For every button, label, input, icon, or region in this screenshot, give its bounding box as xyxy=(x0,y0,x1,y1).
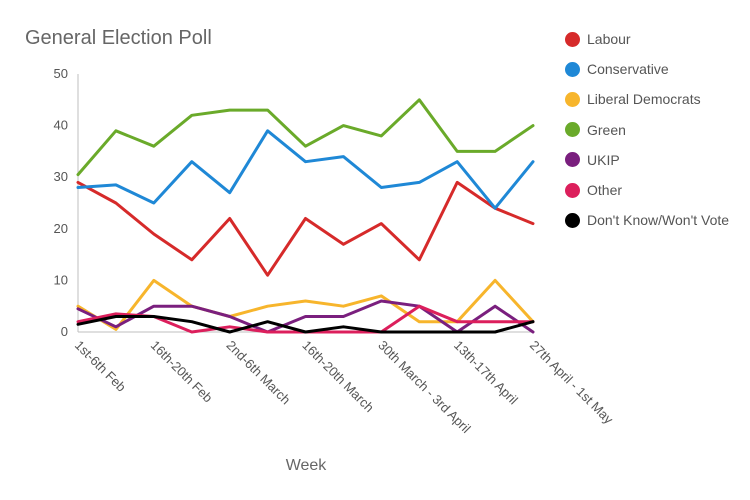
legend-swatch xyxy=(565,182,580,198)
legend-item-green[interactable]: Green xyxy=(565,115,729,145)
y-tick-label: 20 xyxy=(54,221,68,236)
legend-swatch xyxy=(565,91,580,107)
legend-swatch xyxy=(565,61,580,77)
x-tick-label: 13th-17th April xyxy=(451,338,521,408)
x-tick-label: 27th April - 1st May xyxy=(527,338,617,428)
legend-swatch xyxy=(565,122,580,138)
legend-item-liberal-democrats[interactable]: Liberal Democrats xyxy=(565,84,729,114)
legend-label: Don't Know/Won't Vote xyxy=(587,212,730,229)
legend-label: Conservative xyxy=(587,61,669,78)
legend-label: Labour xyxy=(587,31,631,48)
legend-item-don-t-know-won-t-vote[interactable]: Don't Know/Won't Vote xyxy=(565,205,729,235)
legend-label: UKIP xyxy=(587,151,620,168)
legend-swatch xyxy=(565,31,580,47)
x-tick-label: 16th-20th March xyxy=(299,338,377,416)
x-axis: 1st-6th Feb 16th-20th Feb 2nd-6th March 16t… xyxy=(72,331,617,436)
chart-title: General Election Poll xyxy=(25,27,212,49)
series-line-don-t-know-won-t-vote xyxy=(76,315,535,334)
legend-label: Liberal Democrats xyxy=(587,91,701,108)
legend: Labour Conservative Liberal Democrats Green… xyxy=(565,24,729,235)
legend-item-labour[interactable]: Labour xyxy=(565,24,729,54)
legend-item-conservative[interactable]: Conservative xyxy=(565,54,729,84)
series-line-green xyxy=(76,98,535,177)
series-line-labour xyxy=(76,180,535,277)
y-tick-label: 30 xyxy=(54,169,68,184)
legend-swatch xyxy=(565,152,580,168)
x-tick-label: 1st-6th Feb xyxy=(72,338,129,395)
y-tick-label: 40 xyxy=(54,118,68,133)
x-tick-label: 2nd-6th March xyxy=(224,338,294,408)
series-lines xyxy=(76,98,535,334)
y-tick-label: 50 xyxy=(54,66,68,81)
legend-item-ukip[interactable]: UKIP xyxy=(565,145,729,175)
legend-swatch xyxy=(565,212,580,228)
legend-label: Other xyxy=(587,182,623,199)
y-tick-label: 0 xyxy=(61,324,68,339)
x-axis-title: Week xyxy=(285,457,327,474)
y-tick-label: 10 xyxy=(54,272,68,287)
legend-item-other[interactable]: Other xyxy=(565,175,729,205)
x-tick-label: 16th-20th Feb xyxy=(148,338,216,406)
y-axis: 0 10 20 30 40 50 xyxy=(54,66,79,339)
series-line-conservative xyxy=(76,129,535,210)
legend-label: Green xyxy=(587,121,626,138)
